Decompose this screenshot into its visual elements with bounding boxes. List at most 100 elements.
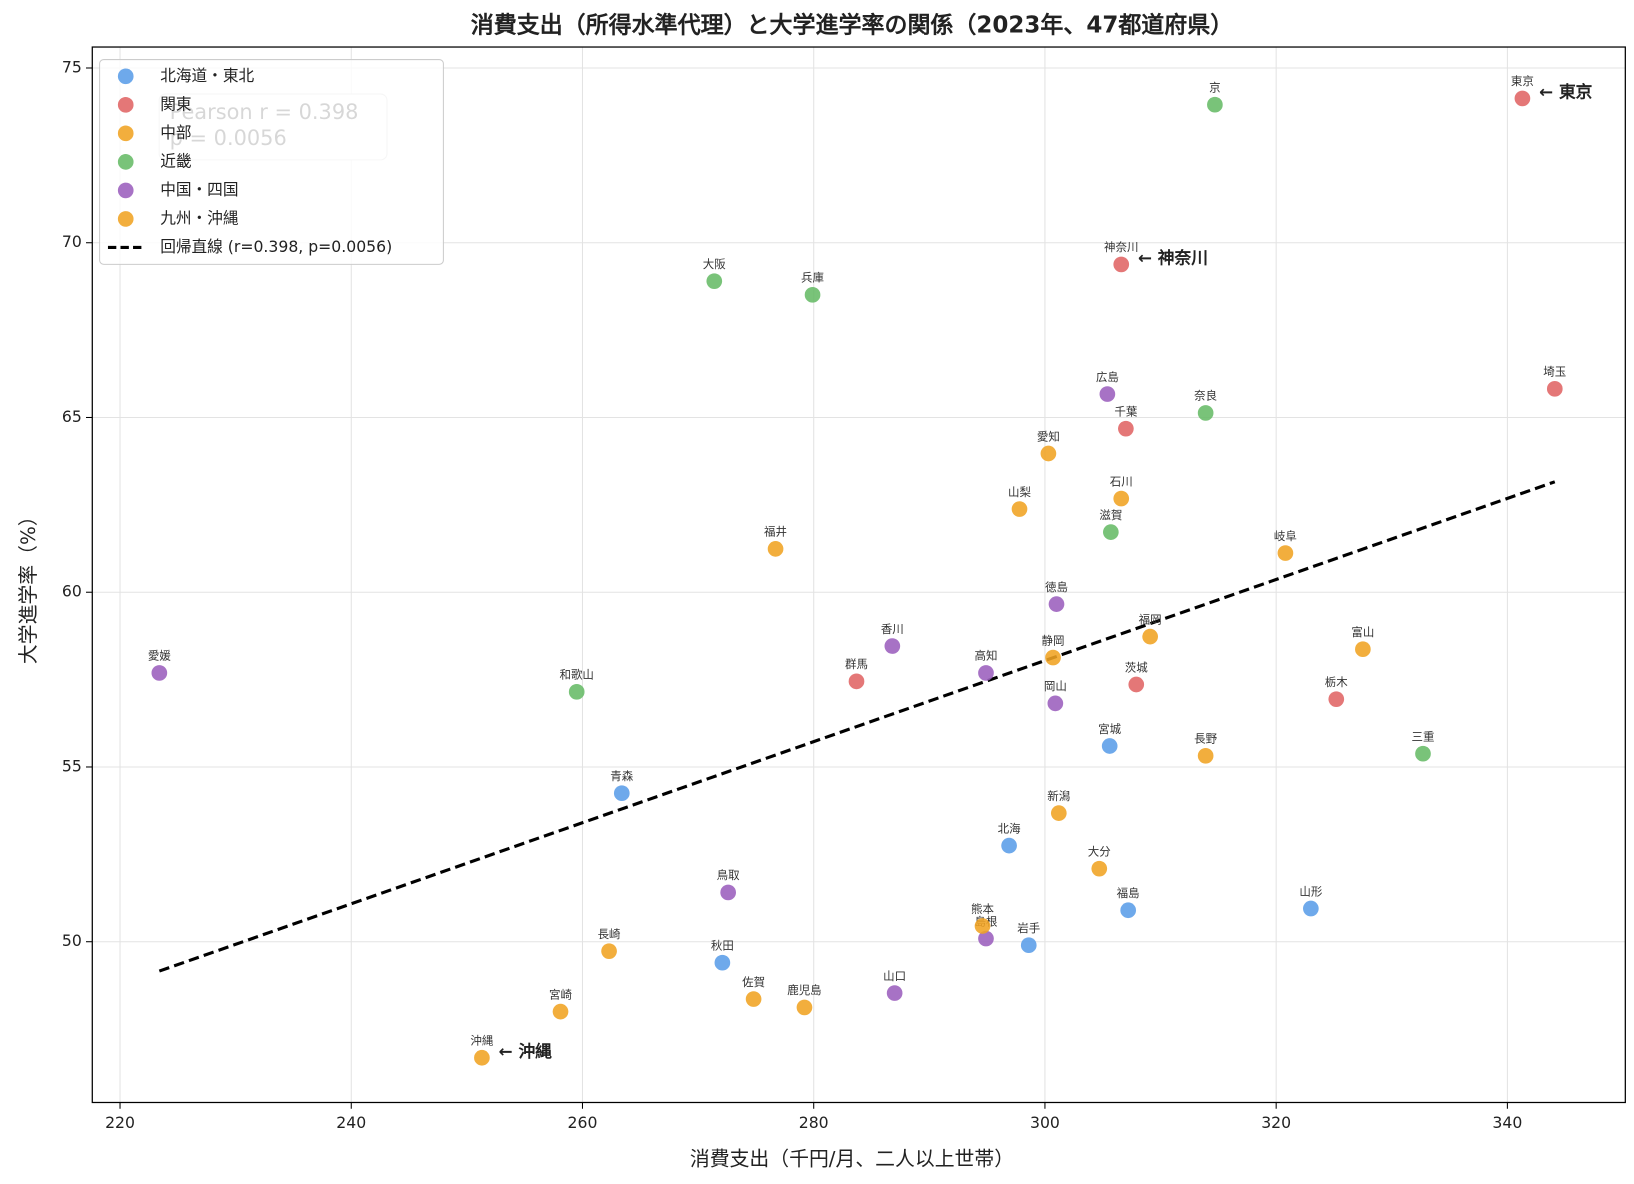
point-label: 熊本 bbox=[971, 902, 994, 916]
point-label: 福井 bbox=[764, 525, 787, 539]
point-label: 千葉 bbox=[1114, 404, 1137, 418]
point bbox=[1355, 641, 1371, 658]
plot-frame bbox=[91, 46, 1626, 1104]
point bbox=[804, 286, 821, 303]
point bbox=[1207, 96, 1223, 113]
legend-box bbox=[99, 59, 444, 265]
x-tick-label: 300 bbox=[1030, 1113, 1060, 1132]
point-label: 香川 bbox=[881, 622, 904, 636]
legend-label: 関東 bbox=[160, 94, 192, 113]
legend-label: 北海道・東北 bbox=[160, 66, 254, 85]
annotation: ← 沖縄 bbox=[499, 1041, 553, 1061]
point-label: 北海 bbox=[998, 821, 1021, 835]
x-tick-label: 320 bbox=[1261, 1113, 1291, 1132]
point-label: 神奈川 bbox=[1104, 240, 1138, 254]
point-label: 京 bbox=[1209, 80, 1221, 94]
point bbox=[474, 1049, 490, 1066]
point-label: 広島 bbox=[1096, 370, 1119, 384]
legend-label: 中部 bbox=[160, 123, 191, 142]
point-label: 山形 bbox=[1299, 884, 1322, 898]
point bbox=[720, 884, 736, 901]
point-label: 宮城 bbox=[1098, 722, 1121, 736]
legend-marker bbox=[117, 96, 134, 113]
legend-label: 中国・四国 bbox=[160, 180, 238, 199]
point bbox=[1514, 90, 1531, 107]
legend-label: 九州・沖縄 bbox=[160, 208, 239, 227]
point bbox=[796, 999, 813, 1016]
y-tick-label: 75 bbox=[62, 57, 82, 76]
point bbox=[1001, 837, 1017, 854]
point bbox=[706, 273, 723, 290]
annotation: ← 神奈川 bbox=[1138, 248, 1208, 268]
point-label: 秋田 bbox=[711, 938, 734, 952]
x-tick-label: 340 bbox=[1492, 1113, 1522, 1132]
point bbox=[848, 673, 865, 690]
x-tick-label: 280 bbox=[799, 1113, 829, 1132]
point bbox=[974, 918, 991, 934]
point bbox=[1113, 490, 1130, 507]
point bbox=[613, 785, 630, 802]
point-label: 青森 bbox=[610, 769, 633, 783]
legend-marker bbox=[117, 182, 134, 199]
point-label: 徳島 bbox=[1045, 580, 1068, 594]
point bbox=[714, 954, 731, 971]
point bbox=[1101, 738, 1118, 754]
x-tick-label: 240 bbox=[336, 1113, 366, 1132]
legend-marker bbox=[117, 211, 134, 227]
point-label: 佐賀 bbox=[742, 975, 765, 989]
point bbox=[1303, 900, 1319, 917]
point bbox=[1045, 649, 1061, 666]
point bbox=[1048, 596, 1065, 612]
point bbox=[1113, 256, 1130, 273]
point bbox=[601, 943, 617, 959]
point-label: 富山 bbox=[1351, 625, 1374, 639]
point-label: 大分 bbox=[1088, 844, 1111, 858]
point-label: 宮崎 bbox=[549, 987, 572, 1001]
y-axis-label: 大学進学率（%） bbox=[17, 506, 40, 664]
point-label: 長野 bbox=[1194, 732, 1217, 746]
point-label: 奈良 bbox=[1194, 389, 1217, 403]
point bbox=[767, 541, 784, 557]
y-tick-label: 50 bbox=[62, 931, 82, 950]
point bbox=[1040, 445, 1057, 462]
annotation: ← 東京 bbox=[1539, 82, 1593, 102]
point-label: 高知 bbox=[974, 649, 997, 663]
point-label: 岡山 bbox=[1044, 679, 1067, 693]
point bbox=[1047, 695, 1064, 712]
point-label: 栃木 bbox=[1325, 675, 1348, 689]
regression-line bbox=[158, 480, 1556, 973]
point-label: 兵庫 bbox=[801, 271, 824, 285]
point-label: 鹿児島 bbox=[787, 983, 821, 997]
point-label: 滋賀 bbox=[1099, 508, 1122, 522]
legend-label: 回帰直線 (r=0.398, p=0.0056) bbox=[160, 237, 392, 256]
point-label: 岩手 bbox=[1017, 921, 1040, 935]
point-label: 福岡 bbox=[1139, 612, 1162, 626]
point bbox=[1546, 380, 1563, 397]
point bbox=[886, 985, 903, 1001]
point-label: 鳥取 bbox=[717, 868, 740, 882]
point-label: 東京 bbox=[1511, 74, 1534, 88]
point bbox=[884, 638, 901, 654]
point bbox=[1277, 545, 1294, 561]
point-label: 沖縄 bbox=[470, 1034, 493, 1048]
legend-marker bbox=[117, 68, 134, 85]
point bbox=[1197, 747, 1214, 764]
point-label: 大阪 bbox=[703, 257, 726, 271]
point bbox=[1128, 676, 1145, 693]
point-label: 山梨 bbox=[1008, 485, 1031, 499]
point bbox=[745, 991, 762, 1007]
point-label: 山口 bbox=[883, 969, 906, 983]
point-label: 愛媛 bbox=[148, 649, 171, 663]
point-label: 埼玉 bbox=[1543, 365, 1566, 379]
point bbox=[978, 930, 994, 947]
point-label: 群馬 bbox=[845, 657, 868, 671]
point bbox=[1415, 745, 1431, 762]
y-tick-label: 55 bbox=[62, 756, 82, 775]
point-label: 愛知 bbox=[1037, 429, 1060, 443]
point bbox=[1091, 860, 1108, 877]
legend-marker bbox=[117, 154, 134, 170]
point bbox=[552, 1003, 569, 1020]
point bbox=[1011, 501, 1028, 517]
